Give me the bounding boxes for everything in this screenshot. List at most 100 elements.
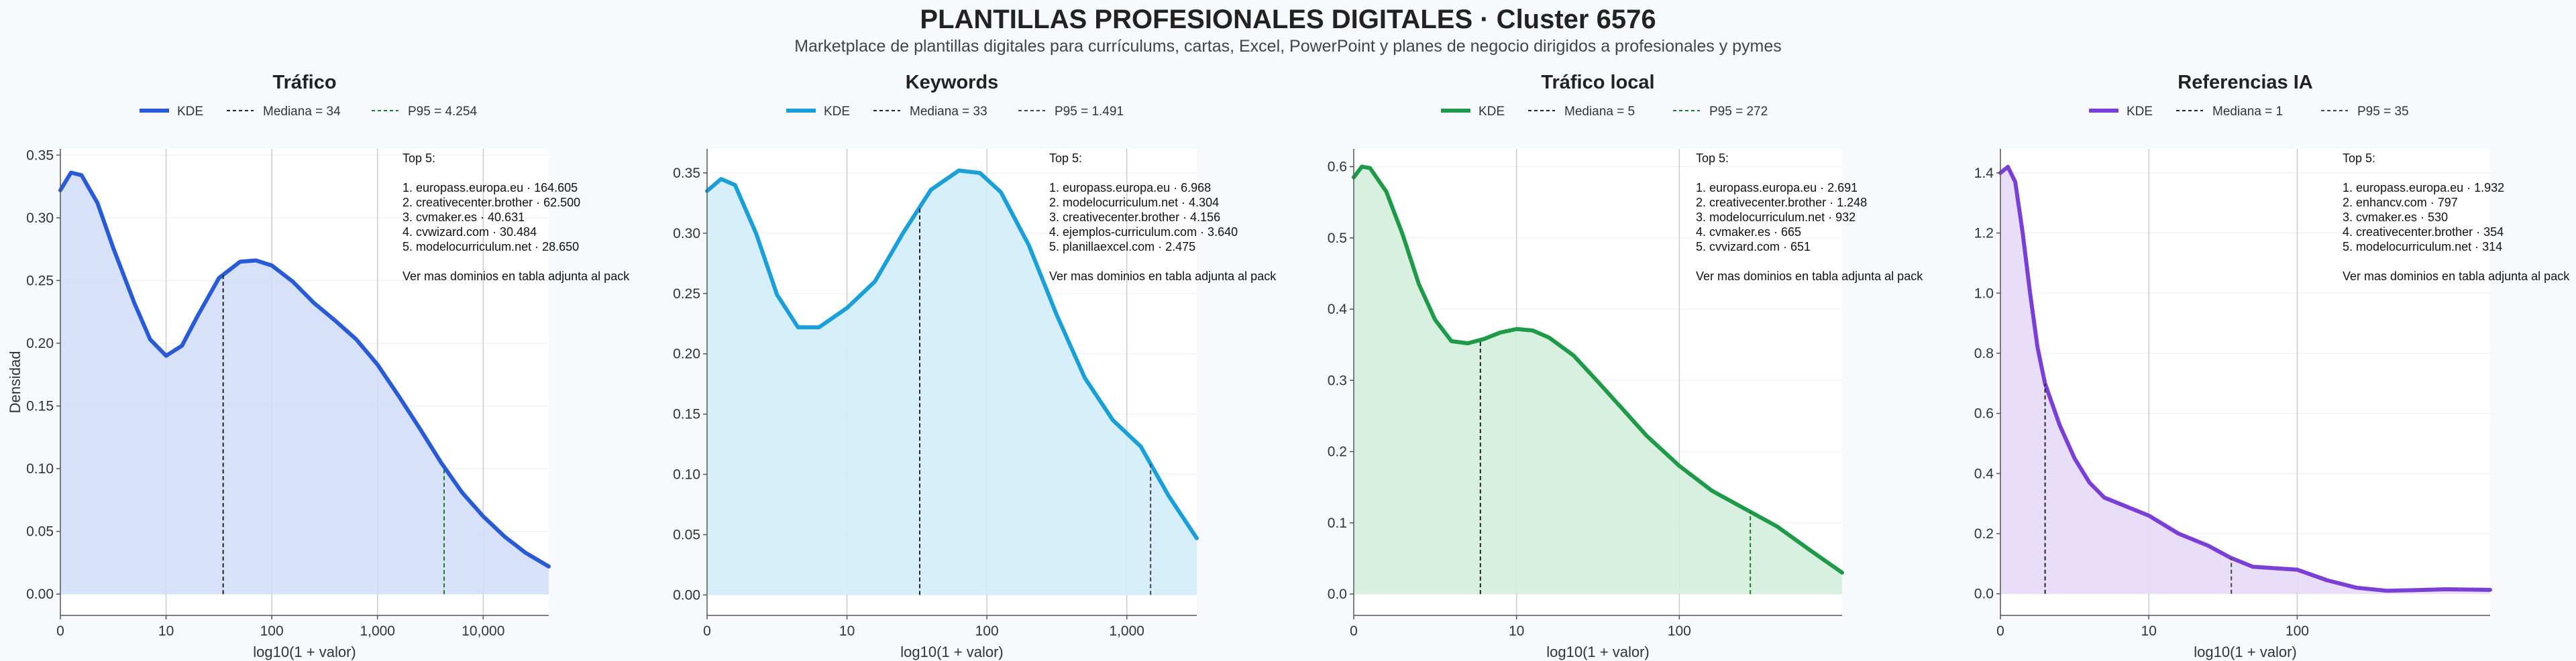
annotation-header: Top 5: [2343, 152, 2375, 165]
annotation-item: 1. europass.europa.eu · 2.691 [1696, 181, 1858, 194]
x-tick-label: 100 [975, 623, 999, 639]
y-tick-label: 0.35 [673, 166, 700, 181]
annotation-footer: Ver mas dominios en tabla adjunta al pac… [1049, 269, 1277, 283]
panel-4: Referencias IA KDE Mediana = 1 P95 = 35 0.0 0… [1974, 72, 2570, 660]
annotation-item: 4. ejemplos-curriculum.com · 3.640 [1049, 225, 1238, 239]
x-tick-label: 0 [1996, 623, 2004, 639]
y-tick-label: 1.4 [1974, 166, 1994, 181]
kde-line [1998, 164, 2492, 593]
annotation-item: 3. modelocurriculum.net · 932 [1696, 211, 1856, 224]
y-tick-label: 0.20 [673, 347, 700, 362]
x-tick-label: 0 [703, 623, 711, 639]
panel-title: Referencias IA [2178, 72, 2313, 93]
x-tick-label: 100 [2286, 623, 2309, 639]
y-tick-label: 0.30 [673, 226, 700, 241]
y-tick-label: 0.05 [673, 528, 700, 543]
annotation-item: 2. creativecenter.brother · 62.500 [402, 196, 580, 209]
x-axis-label: log10(1 + valor) [900, 644, 1003, 660]
y-tick-label: 0.30 [26, 211, 54, 226]
legend-median-label: Mediana = 33 [910, 105, 987, 119]
annotation-item: 1. europass.europa.eu · 1.932 [2343, 181, 2504, 194]
panel-title: Keywords [906, 72, 999, 93]
annotation-item: 3. creativecenter.brother · 4.156 [1049, 211, 1220, 224]
y-tick-label: 0.25 [26, 273, 54, 288]
y-tick-label: 0.2 [1974, 526, 1994, 542]
x-tick-label: 1,000 [360, 623, 395, 639]
annotation-item: 4. cvmaker.es · 665 [1696, 225, 1801, 239]
y-tick-label: 0.20 [26, 336, 54, 351]
legend-kde-label: KDE [2127, 105, 2153, 119]
panel-title: Tráfico [272, 72, 336, 93]
y-tick-label: 1.2 [1974, 226, 1994, 241]
y-tick-label: 0.10 [673, 467, 700, 483]
x-axis-label: log10(1 + valor) [1546, 644, 1649, 660]
y-tick-label: 1.0 [1974, 286, 1994, 301]
x-tick-label: 10 [839, 623, 855, 639]
x-tick-label: 10 [2141, 623, 2157, 639]
y-axis-label: Densidad [7, 351, 23, 414]
y-tick-label: 0.3 [1328, 373, 1347, 388]
x-axis-label: log10(1 + valor) [2194, 644, 2296, 660]
y-tick-label: 0.6 [1328, 160, 1347, 175]
kde-line [58, 170, 551, 568]
y-tick-label: 0.35 [26, 147, 54, 163]
annotation-item: 1. europass.europa.eu · 164.605 [402, 181, 578, 194]
annotation-footer: Ver mas dominios en tabla adjunta al pac… [2343, 269, 2570, 283]
figure-title: PLANTILLAS PROFESIONALES DIGITALES · Clu… [920, 5, 1656, 34]
y-tick-label: 0.4 [1328, 302, 1348, 317]
y-tick-label: 0.00 [26, 587, 54, 602]
annotation-footer: Ver mas dominios en tabla adjunta al pac… [402, 269, 630, 283]
annotation-item: 2. modelocurriculum.net · 4.304 [1049, 196, 1219, 209]
y-tick-label: 0.8 [1974, 346, 1994, 361]
annotation-item: 3. cvmaker.es · 40.631 [402, 211, 525, 224]
annotation-header: Top 5: [1049, 152, 1082, 165]
x-tick-label: 0 [1350, 623, 1358, 639]
y-tick-label: 0.0 [1328, 587, 1347, 602]
annotation-header: Top 5: [1696, 152, 1729, 165]
legend-kde-label: KDE [824, 105, 850, 119]
annotation-footer: Ver mas dominios en tabla adjunta al pac… [1696, 269, 1923, 283]
legend-p95-label: P95 = 272 [1709, 105, 1768, 119]
kde-area [2000, 166, 2490, 594]
legend-kde-label: KDE [1479, 105, 1505, 119]
x-axis-label: log10(1 + valor) [253, 644, 356, 660]
x-tick-label: 1,000 [1109, 623, 1144, 639]
kde-line [1352, 164, 1844, 575]
kde-area [60, 172, 549, 595]
y-tick-label: 0.2 [1328, 444, 1347, 460]
legend-p95-label: P95 = 1.491 [1055, 105, 1124, 119]
y-tick-label: 0.00 [673, 587, 700, 603]
x-tick-label: 0 [56, 623, 64, 639]
y-tick-label: 0.15 [26, 399, 54, 414]
legend-p95-label: P95 = 4.254 [408, 105, 477, 119]
legend-median-label: Mediana = 1 [2212, 105, 2283, 119]
x-tick-label: 100 [1668, 623, 1691, 639]
panel-2: Keywords KDE Mediana = 33 P95 = 1.491 0.00 0.… [673, 72, 1277, 660]
x-tick-label: 10 [1509, 623, 1524, 639]
annotation-item: 5. planillaexcel.com · 2.475 [1049, 240, 1195, 253]
y-tick-label: 0.10 [26, 461, 54, 477]
x-tick-label: 10,000 [462, 623, 504, 639]
y-tick-label: 0.25 [673, 286, 700, 302]
kde-area [707, 170, 1197, 595]
legend-median-label: Mediana = 5 [1564, 105, 1635, 119]
kde-area [1354, 166, 1842, 595]
annotation-header: Top 5: [402, 152, 435, 165]
annotation-item: 5. cvvizard.com · 651 [1696, 240, 1811, 253]
annotation-item: 4. creativecenter.brother · 354 [2343, 225, 2504, 239]
annotation-item: 3. cvmaker.es · 530 [2343, 211, 2448, 224]
legend-median-label: Mediana = 34 [263, 105, 341, 119]
annotation-item: 2. enhancv.com · 797 [2343, 196, 2458, 209]
y-tick-label: 0.05 [26, 524, 54, 540]
legend-kde-label: KDE [177, 105, 203, 119]
y-tick-label: 0.4 [1974, 466, 1994, 481]
panel-3: Tráfico local KDE Mediana = 5 P95 = 272 0.0 0… [1328, 72, 1923, 660]
panel-title: Tráfico local [1541, 72, 1654, 93]
x-tick-label: 10 [158, 623, 174, 639]
kde-line [705, 168, 1199, 540]
annotation-item: 5. modelocurriculum.net · 28.650 [402, 240, 579, 253]
y-tick-label: 0.5 [1328, 231, 1347, 246]
x-tick-label: 100 [260, 623, 284, 639]
panel-1: Tráfico KDE Mediana = 34 P95 = 4.254 0.00 0.0… [7, 72, 630, 660]
